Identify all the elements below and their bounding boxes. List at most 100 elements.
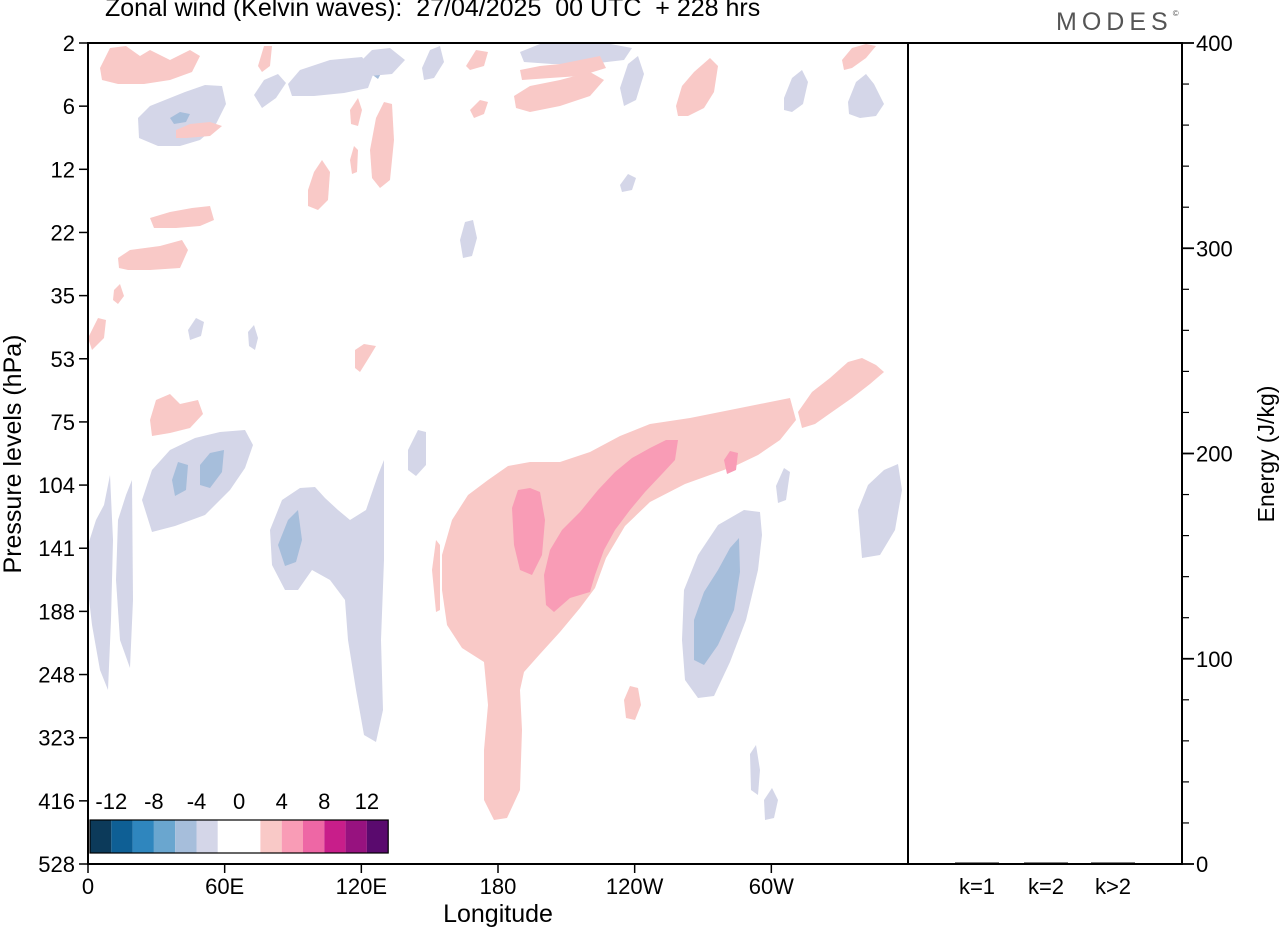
- x-tick-label-5: 60W: [749, 874, 794, 899]
- easterly-region-23: [784, 70, 808, 112]
- energy-categories: k=1 k=2 k>2: [959, 874, 1131, 899]
- westerly-region-31: [544, 440, 678, 612]
- easterly-region-1: [278, 510, 302, 566]
- x-tick-label-1: 60E: [205, 874, 244, 899]
- easterly-region-10: [776, 468, 790, 503]
- westerly-region-43: [350, 146, 358, 174]
- energy-axis: 0 100 200 300 400: [1182, 31, 1233, 877]
- energy-axis-label: Energy (J/kg): [1253, 386, 1279, 523]
- energy-tick-label-1: 100: [1196, 647, 1233, 672]
- x-tick-label-3: 180: [480, 874, 517, 899]
- y-tick-label-1: 6: [63, 94, 75, 119]
- colorbar-swatch-1: [111, 820, 133, 853]
- westerly-region-48: [470, 100, 488, 118]
- colorbar-swatch-8: [260, 820, 282, 853]
- easterly-region-22: [620, 56, 644, 106]
- logo-text: MODES: [1056, 8, 1173, 36]
- y-tick-label-12: 416: [38, 789, 75, 814]
- easterly-region-2: [142, 430, 253, 532]
- colorbar-label-0: -12: [95, 789, 127, 814]
- colorbar-swatch-2: [132, 820, 154, 853]
- westerly-region-52: [350, 98, 362, 126]
- easterly-region-3: [172, 462, 188, 496]
- easterly-region-12: [764, 788, 778, 820]
- westerly-region-46: [676, 58, 718, 116]
- colorbar: -12 -8 -4 0 4 8 12: [89, 789, 389, 854]
- westerly-region-32: [724, 451, 738, 474]
- westerly-region-35: [432, 540, 440, 612]
- colorbar-swatch-3: [153, 820, 176, 853]
- colorbar-swatch-13: [366, 820, 389, 853]
- westerly-region-53: [176, 122, 222, 138]
- easterly-region-6: [116, 480, 133, 668]
- energy-tick-label-2: 200: [1196, 442, 1233, 467]
- modes-logo: MODES©: [1056, 8, 1179, 37]
- y-tick-label-0: 2: [63, 31, 75, 56]
- westerly-region-39: [118, 240, 188, 270]
- westerly-region-42: [370, 102, 394, 188]
- colorbar-label-4: 4: [276, 789, 288, 814]
- colorbar-swatch-4: [175, 820, 197, 853]
- westerly-region-51: [466, 50, 488, 70]
- y-tick-label-8: 141: [38, 536, 75, 561]
- y-tick-label-7: 104: [38, 473, 75, 498]
- easterly-region-15: [170, 112, 190, 124]
- energy-tick-label-3: 300: [1196, 236, 1233, 261]
- easterly-region-28: [248, 325, 258, 350]
- easterly-region-0: [270, 460, 384, 742]
- easterly-region-17: [254, 74, 286, 108]
- westerly-region-30: [512, 488, 545, 575]
- energy-category-0: k=1: [959, 874, 995, 899]
- colorbar-swatch-7: [239, 820, 261, 853]
- colorbar-label-6: 12: [355, 789, 379, 814]
- colorbar-label-2: -4: [187, 789, 207, 814]
- x-tick-label-2: 120E: [336, 874, 387, 899]
- x-tick-label-4: 120W: [606, 874, 664, 899]
- chart-title: Zonal wind (Kelvin waves): 27/04/2025 00…: [105, 0, 761, 22]
- colorbar-label-3: 0: [233, 789, 245, 814]
- x-axis: 0 60E 120E 180 120W 60W: [82, 864, 794, 899]
- y-tick-label-5: 53: [51, 347, 75, 372]
- westerly-region-45: [520, 56, 606, 80]
- easterly-region-21: [520, 43, 632, 64]
- easterly-region-19: [360, 48, 405, 76]
- energy-tick-label-0: 0: [1196, 852, 1208, 877]
- y-axis: 2 6 12 22 35 53 75 104 141 188 248 323 416 528: [38, 31, 88, 877]
- colorbar-swatch-11: [324, 820, 346, 853]
- colorbar-frame: [89, 819, 389, 854]
- colorbar-swatch-6: [217, 820, 240, 853]
- energy-category-2: k>2: [1095, 874, 1131, 899]
- easterly-region-20: [422, 46, 444, 80]
- y-tick-label-13: 528: [38, 852, 75, 877]
- easterly-region-27: [188, 318, 204, 340]
- westerly-region-41: [308, 160, 330, 210]
- energy-category-1: k=2: [1028, 874, 1064, 899]
- wind-anomaly-regions: [88, 43, 902, 820]
- easterly-region-18: [288, 57, 374, 96]
- westerly-region-47: [842, 44, 876, 70]
- x-axis-label: Longitude: [443, 900, 553, 928]
- easterly-region-9: [858, 464, 902, 558]
- westerly-region-34: [624, 686, 641, 720]
- colorbar-swatch-0: [90, 820, 112, 853]
- y-tick-label-4: 35: [51, 284, 75, 309]
- easterly-region-5: [88, 475, 113, 690]
- easterly-region-4: [200, 450, 224, 488]
- easterly-region-8: [694, 538, 740, 665]
- colorbar-swatch-9: [281, 820, 303, 853]
- logo-mark: ©: [1172, 9, 1179, 18]
- westerly-region-37: [88, 318, 106, 350]
- easterly-region-24: [848, 74, 884, 118]
- easterly-region-26: [620, 174, 636, 192]
- westerly-region-50: [258, 46, 272, 72]
- westerly-region-40: [150, 206, 214, 228]
- easterly-region-13: [408, 430, 426, 476]
- westerly-region-54: [113, 284, 124, 304]
- y-tick-label-9: 188: [38, 599, 75, 624]
- y-tick-label-6: 75: [51, 410, 75, 435]
- energy-tick-label-4: 400: [1196, 31, 1233, 56]
- westerly-region-38: [355, 344, 376, 372]
- colorbar-swatch-10: [303, 820, 325, 853]
- westerly-region-33: [798, 358, 884, 428]
